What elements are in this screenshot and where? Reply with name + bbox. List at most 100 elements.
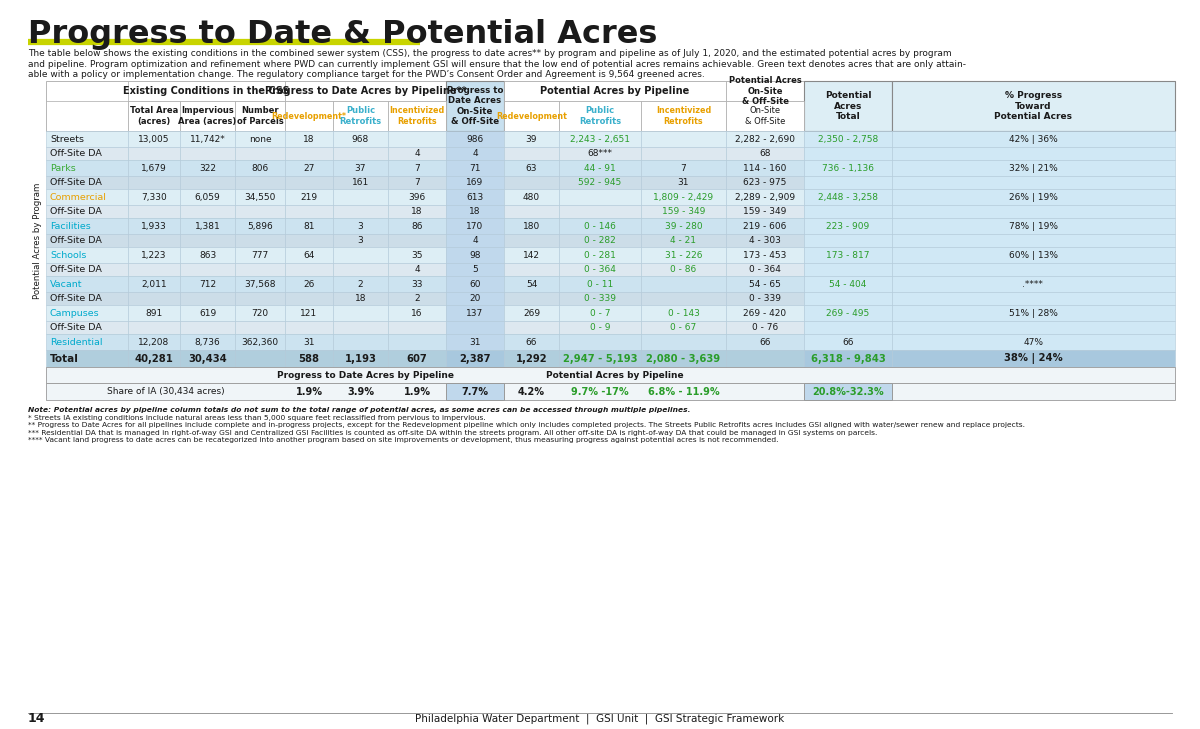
Text: 0 - 143: 0 - 143 <box>667 308 700 318</box>
Bar <box>235 247 286 263</box>
Bar <box>559 247 641 263</box>
Bar <box>180 276 235 292</box>
Bar <box>446 263 504 276</box>
Bar <box>892 147 1175 160</box>
Bar <box>504 81 726 101</box>
Bar <box>559 305 641 321</box>
Bar <box>128 276 180 292</box>
Text: 607: 607 <box>407 354 427 364</box>
Text: 64: 64 <box>304 251 314 260</box>
Text: Residential: Residential <box>50 338 102 346</box>
Bar <box>46 247 128 263</box>
Text: 18: 18 <box>355 294 366 303</box>
Bar <box>726 205 804 218</box>
Bar <box>641 321 726 334</box>
Text: Streets: Streets <box>50 134 84 144</box>
Text: 7: 7 <box>680 163 686 173</box>
Text: 720: 720 <box>252 308 269 318</box>
Text: 0 - 7: 0 - 7 <box>589 308 611 318</box>
Bar <box>235 263 286 276</box>
Text: Progress to Date Acres by Pipeline**: Progress to Date Acres by Pipeline** <box>265 86 467 96</box>
Bar <box>641 276 726 292</box>
Text: 66: 66 <box>526 338 538 346</box>
Text: 66: 66 <box>760 338 770 346</box>
Bar <box>180 101 235 131</box>
Bar <box>46 276 128 292</box>
Text: 4 - 21: 4 - 21 <box>671 236 696 245</box>
Text: 223 - 909: 223 - 909 <box>827 222 870 230</box>
Bar <box>46 131 128 147</box>
Text: Commercial: Commercial <box>50 192 107 201</box>
Text: 66: 66 <box>842 338 853 346</box>
Text: 5: 5 <box>472 265 478 274</box>
Text: 37,568: 37,568 <box>245 279 276 289</box>
Text: 20.8%-32.3%: 20.8%-32.3% <box>812 386 884 397</box>
Bar <box>46 147 128 160</box>
Bar <box>180 160 235 176</box>
Bar <box>892 276 1175 292</box>
Text: 1,809 - 2,429: 1,809 - 2,429 <box>654 192 714 201</box>
Bar <box>804 218 892 234</box>
Text: 37: 37 <box>355 163 366 173</box>
Text: 4: 4 <box>414 265 420 274</box>
Bar <box>128 292 180 305</box>
Text: 173 - 453: 173 - 453 <box>743 251 787 260</box>
Bar <box>641 147 726 160</box>
Text: 2,947 - 5,193: 2,947 - 5,193 <box>563 354 637 364</box>
Text: 32% | 21%: 32% | 21% <box>1009 163 1058 173</box>
Bar <box>46 205 128 218</box>
Text: 7,330: 7,330 <box>142 192 167 201</box>
Bar <box>504 350 559 367</box>
Bar <box>128 218 180 234</box>
Text: 1.9%: 1.9% <box>403 386 431 397</box>
Text: 0 - 9: 0 - 9 <box>589 323 611 332</box>
Text: 3: 3 <box>358 222 364 230</box>
Text: 159 - 349: 159 - 349 <box>743 207 787 216</box>
Bar <box>128 101 180 131</box>
Bar <box>46 263 128 276</box>
Text: 34,550: 34,550 <box>245 192 276 201</box>
Bar <box>388 218 446 234</box>
Text: 7: 7 <box>414 178 420 187</box>
Text: Progress to Date & Potential Acres: Progress to Date & Potential Acres <box>28 19 658 50</box>
Bar <box>504 101 559 131</box>
Text: 11,742*: 11,742* <box>190 134 226 144</box>
Bar <box>180 334 235 350</box>
Text: none: none <box>248 134 271 144</box>
Bar <box>559 131 641 147</box>
Bar <box>892 263 1175 276</box>
Text: 16: 16 <box>412 308 422 318</box>
Text: 588: 588 <box>299 354 319 364</box>
Bar <box>446 350 504 367</box>
Text: and pipeline. Program optimization and refinement where PWD can currently implem: and pipeline. Program optimization and r… <box>28 60 966 69</box>
Bar <box>892 218 1175 234</box>
Bar <box>46 176 128 189</box>
Bar <box>446 305 504 321</box>
Bar <box>804 176 892 189</box>
Bar <box>334 350 388 367</box>
Bar <box>334 334 388 350</box>
Bar <box>504 218 559 234</box>
Text: 968: 968 <box>352 134 370 144</box>
Text: 68***: 68*** <box>588 149 612 158</box>
Text: 18: 18 <box>304 134 314 144</box>
Bar <box>180 292 235 305</box>
Bar <box>334 234 388 247</box>
Bar <box>892 160 1175 176</box>
Text: 0 - 281: 0 - 281 <box>584 251 616 260</box>
Text: Number
of Parcels: Number of Parcels <box>236 106 283 125</box>
Bar <box>286 160 334 176</box>
Bar <box>286 218 334 234</box>
Text: 47%: 47% <box>1024 338 1044 346</box>
Bar <box>46 189 128 205</box>
Text: 31: 31 <box>678 178 689 187</box>
Bar <box>726 131 804 147</box>
Bar <box>641 189 726 205</box>
Bar <box>559 334 641 350</box>
Bar <box>180 205 235 218</box>
Text: 121: 121 <box>300 308 318 318</box>
Bar <box>804 189 892 205</box>
Text: 0 - 146: 0 - 146 <box>584 222 616 230</box>
Bar <box>446 292 504 305</box>
Bar <box>235 234 286 247</box>
